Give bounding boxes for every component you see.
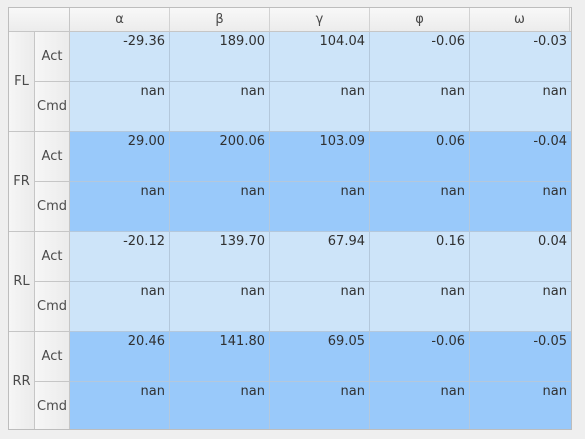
row-label-act[interactable]: Act	[35, 132, 70, 182]
table-cell[interactable]: 0.16	[370, 232, 470, 282]
table-cell[interactable]: nan	[70, 182, 170, 232]
row-label-cmd[interactable]: Cmd	[35, 82, 70, 132]
table-cell[interactable]: nan	[70, 382, 170, 429]
table-cell[interactable]: -29.36	[70, 32, 170, 82]
table-cell[interactable]: -0.05	[470, 332, 571, 382]
column-header-row: α β γ φ ω	[9, 8, 571, 32]
table-cell[interactable]: 69.05	[270, 332, 370, 382]
table-cell[interactable]: nan	[470, 82, 571, 132]
table-cell[interactable]: nan	[270, 182, 370, 232]
column-header-alpha[interactable]: α	[70, 8, 170, 31]
row-group-label[interactable]: RR	[9, 332, 35, 429]
table-cell[interactable]: 67.94	[270, 232, 370, 282]
row-group-fl: FL Act -29.36 189.00 104.04 -0.06 -0.03 Cmd nan n…	[9, 32, 571, 132]
table-cell[interactable]: 29.00	[70, 132, 170, 182]
table-corner[interactable]	[9, 8, 70, 31]
row-label-act[interactable]: Act	[35, 332, 70, 382]
table-cell[interactable]: nan	[170, 82, 270, 132]
column-header-gamma[interactable]: γ	[270, 8, 370, 31]
table-cell[interactable]: -20.12	[70, 232, 170, 282]
row-group-label[interactable]: FR	[9, 132, 35, 232]
table-cell[interactable]: nan	[470, 382, 571, 429]
row-label-cmd[interactable]: Cmd	[35, 382, 70, 429]
table-cell[interactable]: 0.06	[370, 132, 470, 182]
table-cell[interactable]: nan	[270, 282, 370, 332]
table-cell[interactable]: 200.06	[170, 132, 270, 182]
table-cell[interactable]: nan	[270, 382, 370, 429]
table-cell[interactable]: nan	[170, 382, 270, 429]
table-cell[interactable]: 139.70	[170, 232, 270, 282]
joint-table: α β γ φ ω FL Act -29.36 189.00 104.04 -0.06 -0…	[8, 7, 572, 430]
table-cell[interactable]: 103.09	[270, 132, 370, 182]
table-cell[interactable]: nan	[170, 282, 270, 332]
row-group-rl: RL Act -20.12 139.70 67.94 0.16 0.04 Cmd nan nan n…	[9, 232, 571, 332]
column-header-phi[interactable]: φ	[370, 8, 470, 31]
table-cell[interactable]: -0.04	[470, 132, 571, 182]
table-cell[interactable]: -0.03	[470, 32, 571, 82]
table-cell[interactable]: 189.00	[170, 32, 270, 82]
table-cell[interactable]: 141.80	[170, 332, 270, 382]
row-group-fr: FR Act 29.00 200.06 103.09 0.06 -0.04 Cmd nan nan…	[9, 132, 571, 232]
column-header-omega[interactable]: ω	[470, 8, 570, 31]
row-group-rr: RR Act 20.46 141.80 69.05 -0.06 -0.05 Cmd nan nan…	[9, 332, 571, 429]
row-label-cmd[interactable]: Cmd	[35, 282, 70, 332]
table-cell[interactable]: nan	[370, 182, 470, 232]
table-cell[interactable]: 104.04	[270, 32, 370, 82]
table-cell[interactable]: nan	[170, 182, 270, 232]
table-cell[interactable]: nan	[370, 282, 470, 332]
table-cell[interactable]: -0.06	[370, 332, 470, 382]
table-cell[interactable]: nan	[70, 82, 170, 132]
row-group-label[interactable]: FL	[9, 32, 35, 132]
table-cell[interactable]: nan	[470, 182, 571, 232]
table-cell[interactable]: nan	[70, 282, 170, 332]
table-cell[interactable]: -0.06	[370, 32, 470, 82]
row-group-label[interactable]: RL	[9, 232, 35, 332]
row-label-cmd[interactable]: Cmd	[35, 182, 70, 232]
table-cell[interactable]: nan	[370, 382, 470, 429]
row-label-act[interactable]: Act	[35, 32, 70, 82]
column-header-beta[interactable]: β	[170, 8, 270, 31]
table-cell[interactable]: nan	[370, 82, 470, 132]
table-cell[interactable]: 0.04	[470, 232, 571, 282]
row-label-act[interactable]: Act	[35, 232, 70, 282]
table-cell[interactable]: nan	[470, 282, 571, 332]
table-cell[interactable]: 20.46	[70, 332, 170, 382]
table-cell[interactable]: nan	[270, 82, 370, 132]
